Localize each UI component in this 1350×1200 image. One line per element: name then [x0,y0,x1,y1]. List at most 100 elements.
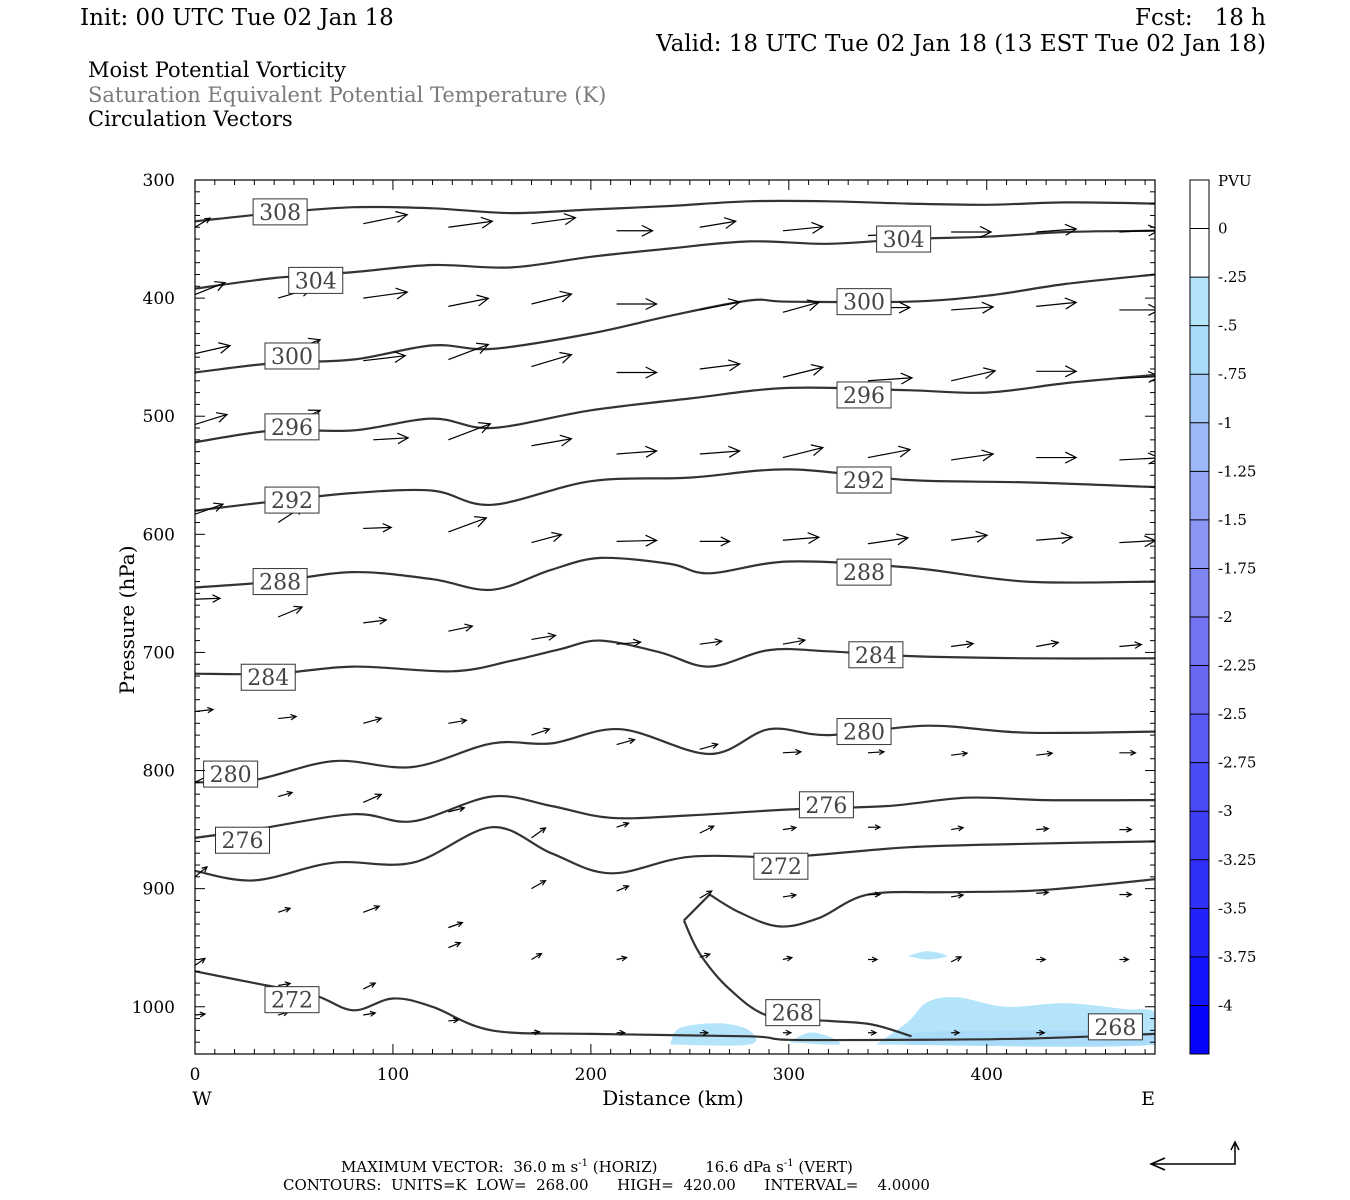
colorbar-swatch [1190,617,1209,666]
circulation-vector-88 [531,827,547,839]
circulation-vector-60 [195,594,222,603]
circulation-vector-106 [1036,889,1050,896]
contour-280-7 [195,724,1155,784]
colorbar-tick-label: -.5 [1218,317,1237,335]
x-tick-label: 100 [377,1065,409,1085]
cross-section-chart: 308 304 304 300 300 296 296 292 292 288 288 284 284 2… [115,171,1256,1110]
circulation-vector-102 [699,890,713,899]
circulation-vector-66 [699,638,724,646]
circulation-vector-105 [951,892,965,899]
svg-text:276: 276 [805,794,847,819]
contour-288-5 [195,556,1155,592]
circulation-vector-110 [362,982,377,990]
contour-label-284-12: 284 [848,641,904,669]
svg-text:288: 288 [259,571,301,596]
circulation-vector-85 [277,790,294,798]
contour-304-1 [195,229,1155,290]
circulation-vector-81 [951,750,969,757]
circulation-vector-73 [278,713,298,721]
contour-labels: 308 304 304 300 300 296 296 292 292 288 288 284 284 2… [203,198,1143,1041]
contour-284-6 [195,639,1155,676]
x-tick-label: 200 [575,1065,607,1085]
colorbar-tick-label: -2.75 [1218,754,1256,772]
circulation-vector-90 [699,825,715,834]
circulation-vector-59 [1119,535,1155,548]
circulation-vectors [195,210,1155,1036]
contour-label-284-11: 284 [240,663,296,691]
colorbar-swatch [1190,228,1209,278]
svg-text:276: 276 [222,829,264,854]
circulation-vector-130 [1036,1029,1046,1036]
field-label-moist-pv: Moist Potential Vorticity [88,58,346,82]
colorbar-swatch [1190,908,1209,957]
circulation-vector-117 [950,956,963,963]
svg-text:304: 304 [295,269,337,294]
circulation-vector-26 [363,350,407,363]
svg-text:296: 296 [271,416,313,441]
contour-label-296-6: 296 [836,381,892,409]
y-tick-label: 300 [143,171,175,191]
contour-272-11 [709,878,1155,928]
circulation-vector-75 [448,717,468,725]
horiz-unit: (HORIZ) [592,1158,658,1176]
circulation-vector-112 [531,952,543,961]
colorbar-tick-label: -2 [1218,608,1233,626]
y-tick-label: 600 [143,525,175,545]
contour-label-272-18: 272 [264,986,320,1014]
circulation-vector-80 [867,749,886,756]
pv-shade-region-0 [670,1023,757,1046]
circulation-vector-18 [699,298,742,311]
contour-label-280-14: 280 [836,718,892,746]
colorbar-tick-label: -1.25 [1218,462,1256,480]
circulation-vector-12 [195,281,227,296]
circulation-vector-125 [616,1029,626,1036]
circulation-vector-4 [531,213,577,226]
circulation-vector-65 [616,638,642,647]
colorbar-tick-label: -1.75 [1218,559,1256,577]
contour-label-268-20: 268 [1087,1013,1143,1041]
colorbar-swatch [1190,811,1209,860]
circulation-vector-128 [867,1029,878,1036]
circulation-vector-113 [616,955,628,962]
circulation-vector-2 [363,210,409,225]
circulation-vector-6 [699,217,738,229]
circulation-vector-16 [531,290,573,305]
colorbar-tick-label: -4 [1218,996,1233,1014]
svg-text:292: 292 [843,469,885,494]
colorbar-tick-label: -3.5 [1218,899,1247,917]
circulation-vector-107 [1119,891,1133,898]
contour-label-292-8: 292 [836,466,892,494]
circulation-vector-116 [867,956,879,963]
circulation-vector-47 [1119,452,1155,465]
colorbar-swatch [1190,956,1209,1006]
circulation-vector-63 [448,623,474,632]
svg-text:292: 292 [271,489,313,514]
circulation-vector-58 [1036,532,1074,545]
y-axis-label: Pressure (hPa) [115,546,139,695]
circulation-vector-111 [448,941,462,949]
circulation-vector-94 [1036,825,1050,833]
circulation-vector-17 [616,297,658,311]
circulation-vector-97 [277,906,292,913]
circulation-vector-0 [195,217,212,228]
circulation-vector-99 [448,921,464,929]
circulation-vector-87 [448,806,466,813]
circulation-vector-3 [448,216,494,229]
circulation-vector-19 [782,299,821,313]
colorbar-tick-label: -.75 [1218,365,1247,383]
valid-time: Valid: 18 UTC Tue 02 Jan 18 (13 EST Tue … [656,31,1266,57]
circulation-vector-41 [616,445,658,458]
svg-text:280: 280 [843,721,885,746]
svg-text:280: 280 [210,763,252,788]
y-tick-label: 800 [143,762,175,782]
circulation-vector-57 [951,530,989,543]
colorbar-tick-label: -1.5 [1218,511,1247,529]
field-label-circulation: Circulation Vectors [88,107,293,131]
circulation-vector-44 [867,445,912,459]
svg-text:288: 288 [843,561,885,586]
circulation-vector-43 [782,444,825,459]
svg-text:300: 300 [843,291,885,316]
svg-text:284: 284 [855,644,897,669]
x-axis-east-label: E [1141,1088,1155,1110]
circulation-vector-118 [1036,956,1047,963]
